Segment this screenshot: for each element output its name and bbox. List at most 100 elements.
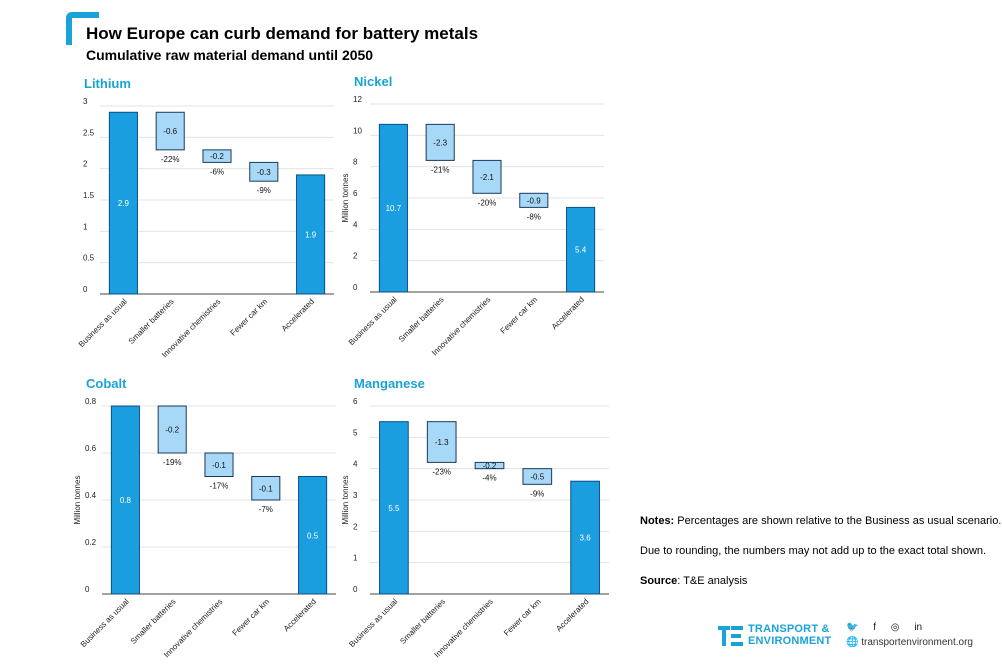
total-bar [378, 123, 408, 293]
bar-value-label: 0.8 [120, 496, 132, 505]
y-tick-label: 2 [353, 522, 358, 531]
y-axis-label: Million tonnes [73, 476, 82, 525]
bar-percent-label: -19% [163, 458, 182, 467]
notes-label: Notes: [640, 515, 675, 527]
bar-value-label: -0.2 [210, 152, 224, 161]
chart-title: Manganese [354, 376, 425, 391]
x-tick-label: Fewer car km [231, 597, 272, 638]
bar-percent-label: -6% [210, 167, 224, 176]
bar-value-label: 5.4 [575, 246, 587, 255]
bar-percent-label: -17% [210, 482, 229, 491]
lithium-chart: Lithium 0 0.5 1 1.5 2 2.5 3 2.9 Business as usual… [77, 76, 334, 359]
y-tick-label: 0 [83, 285, 88, 294]
y-tick-label: 0.5 [83, 254, 95, 263]
website-link[interactable]: 🌐 transportenvironment.org [846, 637, 973, 648]
reduction-bar [522, 468, 553, 485]
reduction-bar [251, 476, 281, 501]
y-tick-label: 2.5 [83, 128, 95, 137]
twitter-icon[interactable]: 🐦 [846, 622, 859, 633]
reduction-bar [472, 159, 502, 194]
y-tick-label: 0 [85, 585, 90, 594]
y-tick-label: 4 [353, 220, 358, 229]
y-tick-label: 0.8 [85, 397, 97, 406]
total-bar [110, 405, 140, 595]
bar-value-label: -0.2 [483, 462, 497, 471]
y-tick-label: 2 [83, 160, 88, 169]
y-tick-label: 1 [83, 222, 88, 231]
cobalt-chart: Cobalt 0 0.2 0.4 0.6 0.8 Million tonnes 0.8 Busi… [73, 376, 336, 659]
bar-value-label: 5.5 [388, 504, 400, 513]
linkedin-icon[interactable]: in [914, 622, 923, 633]
y-tick-label: 0 [353, 283, 358, 292]
reduction-bar [474, 461, 505, 470]
bar-percent-label: -21% [431, 165, 450, 174]
bar-percent-label: -22% [161, 155, 180, 164]
y-tick-label: 6 [353, 397, 358, 406]
te-logo-icon [718, 626, 743, 646]
bar-percent-label: -9% [257, 186, 271, 195]
y-tick-label: 5 [353, 428, 358, 437]
chart-title: Cobalt [86, 376, 127, 391]
x-tick-label: Smaller batteries [397, 295, 446, 344]
nickel-chart: Nickel 0 2 4 6 8 10 12 Million tonnes 10.7 Busines… [341, 74, 604, 357]
total-bar [570, 480, 600, 595]
reduction-bar [425, 123, 455, 161]
total-bar [298, 476, 328, 595]
bar-value-label: -2.3 [433, 138, 447, 147]
source-text: : T&E analysis [677, 575, 748, 587]
y-tick-label: 2 [353, 252, 358, 261]
reduction-bar [426, 421, 457, 463]
y-tick-label: 10 [353, 126, 362, 135]
y-tick-label: 1 [353, 554, 358, 563]
bar-value-label: -0.1 [212, 461, 226, 470]
y-tick-label: 0.2 [85, 538, 97, 547]
x-tick-label: Fewer car km [229, 297, 270, 338]
te-logo-line2: ENVIRONMENT [748, 635, 832, 647]
total-bar [379, 421, 409, 595]
bar-value-label: 0.5 [307, 531, 319, 540]
reduction-bar [202, 149, 232, 163]
y-tick-label: 3 [353, 491, 358, 500]
bar-value-label: -0.1 [259, 484, 273, 493]
chart-title: Nickel [354, 74, 392, 89]
bar-value-label: -0.2 [165, 426, 179, 435]
x-tick-label: Smaller batteries [127, 297, 176, 346]
instagram-icon[interactable]: ◎ [890, 622, 900, 633]
page-title: How Europe can curb demand for battery m… [86, 24, 479, 43]
reduction-bar [155, 111, 185, 151]
reduction-bar [519, 192, 549, 208]
page-subtitle: Cumulative raw material demand until 205… [86, 47, 374, 63]
bar-value-label: -0.6 [163, 127, 177, 136]
te-logo: TRANSPORT & ENVIRONMENT 🐦 f ◎ in 🌐 trans… [718, 622, 988, 652]
bar-percent-label: -20% [478, 198, 497, 207]
source-label: Source [640, 575, 678, 587]
website-text: transportenvironment.org [861, 637, 973, 648]
bar-value-label: -2.1 [480, 173, 494, 182]
y-tick-label: 0.6 [85, 444, 97, 453]
x-tick-label: Business as usual [347, 295, 399, 347]
total-bar [566, 206, 596, 293]
y-tick-label: 3 [83, 97, 88, 106]
x-tick-label: Fewer car km [502, 597, 543, 638]
notes-block: Notes: Percentages are shown relative to… [640, 514, 1001, 604]
source-line: Source: T&E analysis [640, 574, 1001, 588]
bar-value-label: -1.3 [435, 438, 449, 447]
chart-title: Lithium [84, 76, 131, 91]
te-logo-text: TRANSPORT & ENVIRONMENT [748, 623, 831, 647]
reduction-bar [249, 161, 279, 182]
y-tick-label: 0 [353, 585, 358, 594]
bar-value-label: -0.9 [527, 196, 541, 205]
x-tick-label: Accelerated [550, 295, 586, 331]
y-tick-label: 4 [353, 460, 358, 469]
total-bar [296, 174, 326, 295]
x-tick-label: Accelerated [554, 597, 590, 633]
y-tick-label: 6 [353, 189, 358, 198]
reduction-bar [157, 405, 187, 454]
x-tick-label: Business as usual [79, 597, 131, 649]
notes-text: Percentages are shown relative to the Bu… [677, 515, 1002, 527]
y-tick-label: 0.4 [85, 491, 97, 500]
facebook-icon[interactable]: f [873, 622, 877, 633]
x-tick-label: Business as usual [77, 297, 129, 349]
bar-percent-label: -8% [527, 212, 541, 221]
bar-value-label: -0.5 [530, 473, 544, 482]
